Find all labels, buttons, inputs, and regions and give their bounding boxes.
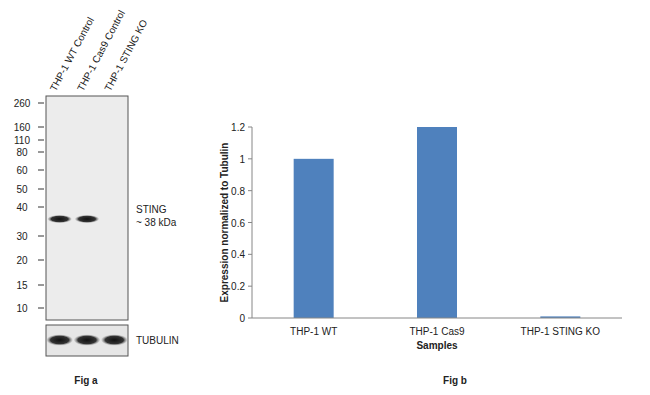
x-tick-label: THP-1 Cas9 xyxy=(409,326,464,337)
y-tick-label: 0.2 xyxy=(231,281,245,292)
y-tick xyxy=(248,158,252,159)
bars xyxy=(294,127,581,318)
sting-band xyxy=(48,215,72,223)
marker-label: 160 xyxy=(14,122,31,133)
marker-tick xyxy=(38,236,44,237)
y-axis-label: Expression normalized to Tubulin xyxy=(219,143,230,303)
x-axis xyxy=(252,318,622,319)
marker-tick xyxy=(38,127,44,128)
marker-label: 10 xyxy=(16,303,28,314)
tubulin-band xyxy=(101,335,127,346)
blot-panel xyxy=(46,96,128,320)
x-axis-label: Samples xyxy=(416,340,458,351)
marker-label: 80 xyxy=(16,147,28,158)
marker-label: 30 xyxy=(16,231,28,242)
figure: THP-1 WT ControlTHP-1 Cas9 ControlTHP-1 … xyxy=(0,0,650,395)
tubulin-band xyxy=(47,335,73,346)
tubulin-band xyxy=(74,335,100,346)
caption: Fig b xyxy=(443,375,467,386)
marker-tick xyxy=(38,285,44,286)
y-tick-label: 0 xyxy=(239,313,245,324)
y-tick-label: 0.8 xyxy=(231,186,245,197)
bar xyxy=(417,127,457,318)
x-tick-label: THP-1 STING KO xyxy=(521,326,601,337)
y-axis xyxy=(252,127,253,318)
y-tick xyxy=(248,190,252,191)
marker-tick xyxy=(38,207,44,208)
y-tick xyxy=(248,127,252,128)
marker-tick xyxy=(38,189,44,190)
marker-tick xyxy=(38,308,44,309)
marker-tick xyxy=(38,103,44,104)
marker-tick xyxy=(38,170,44,171)
sting-band xyxy=(75,215,99,223)
band-label: STING xyxy=(136,204,167,215)
y-tick xyxy=(248,286,252,287)
y-tick-label: 1 xyxy=(239,154,245,165)
y-tick xyxy=(248,318,252,319)
marker-label: 260 xyxy=(14,98,31,109)
band-size: ~ 38 kDa xyxy=(136,217,177,228)
marker-label: 50 xyxy=(16,184,28,195)
loading-label: TUBULIN xyxy=(136,335,179,346)
y-tick-label: 1.2 xyxy=(231,122,245,133)
marker-label: 110 xyxy=(14,135,30,146)
marker-tick xyxy=(38,152,44,153)
tubulin-panel xyxy=(46,325,128,356)
marker-label: 40 xyxy=(16,202,28,213)
y-tick-label: 0.4 xyxy=(231,249,245,260)
y-tick xyxy=(248,254,252,255)
caption: Fig a xyxy=(74,375,98,386)
marker-tick xyxy=(38,140,44,141)
y-tick-label: 0.6 xyxy=(231,218,245,229)
x-tick-label: THP-1 WT xyxy=(290,326,337,337)
marker-tick xyxy=(38,260,44,261)
marker-label: 60 xyxy=(16,165,28,176)
lane-label: THP-1 STING KO xyxy=(102,17,149,93)
lane-label: THP-1 Cas9 Control xyxy=(75,8,127,93)
bar xyxy=(294,159,334,318)
marker-label: 15 xyxy=(16,280,28,291)
y-tick xyxy=(248,222,252,223)
marker-label: 20 xyxy=(16,255,28,266)
